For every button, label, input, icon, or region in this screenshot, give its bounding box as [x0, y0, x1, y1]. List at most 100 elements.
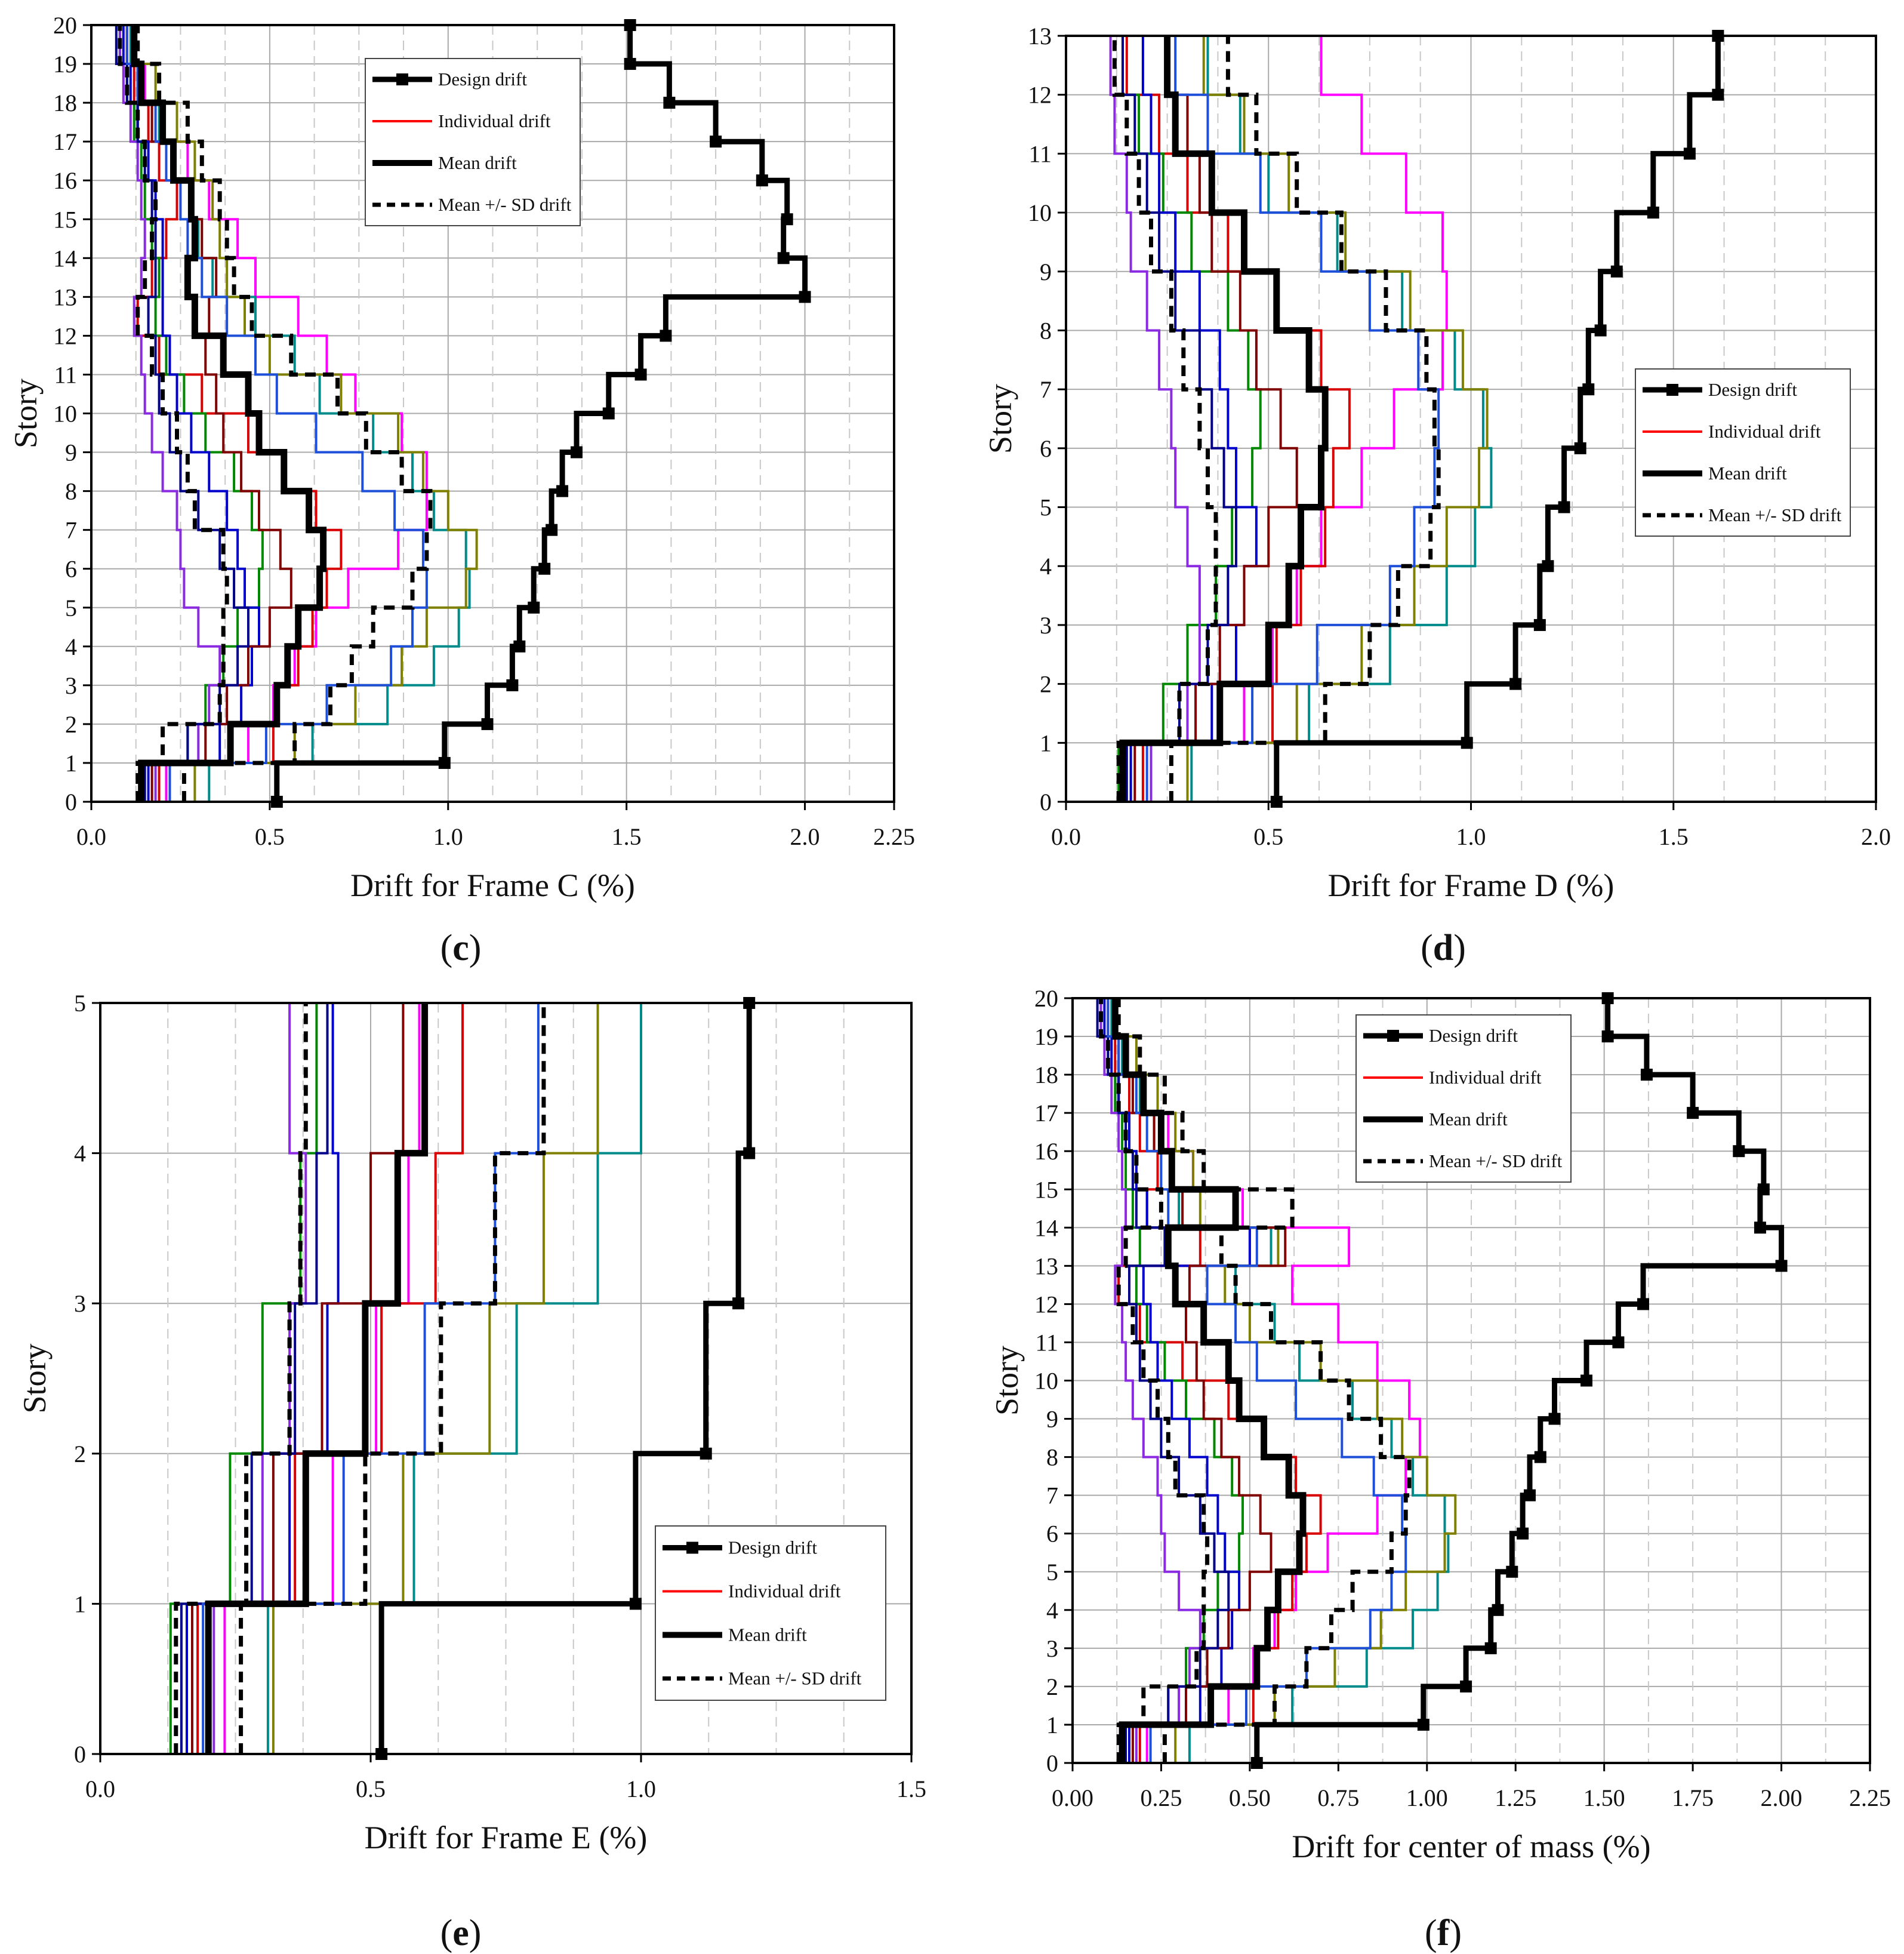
- y-tick-label: 19: [1034, 1023, 1058, 1050]
- x-tick-label: 0.5: [255, 823, 285, 850]
- series-mean-plus-sd: [239, 1003, 546, 1754]
- y-tick-label: 16: [53, 167, 77, 194]
- design-drift-marker: [743, 1147, 756, 1159]
- series-individual-drift: [1107, 998, 1322, 1763]
- design-drift-marker: [1594, 324, 1607, 337]
- y-tick-label: 9: [1040, 259, 1052, 285]
- x-axis-title: Drift for center of mass (%): [1292, 1829, 1650, 1864]
- chart-panel-e: 0 1 2 3 4 5 0.0 0.5 1.0 1.5 Drift for Frame E (%) S…: [17, 990, 926, 1953]
- x-tick-label: 0.75: [1317, 1784, 1359, 1811]
- x-tick-label: 0.00: [1052, 1784, 1093, 1811]
- design-drift-marker: [1582, 383, 1595, 396]
- y-axis-title: Story: [989, 1346, 1025, 1416]
- y-tick-label: 19: [53, 51, 77, 78]
- design-drift-marker: [1647, 207, 1659, 219]
- design-drift-marker: [506, 679, 519, 691]
- legend-entry-label: Mean +/- SD drift: [438, 194, 572, 215]
- legend: Design drift Individual drift Mean drift Me…: [1635, 368, 1851, 537]
- series-individual-drift: [118, 25, 221, 802]
- design-drift-marker: [1757, 1183, 1770, 1196]
- legend-entry-label: Design drift: [438, 69, 527, 90]
- design-drift-marker: [1754, 1221, 1766, 1234]
- x-tick-label: 0.0: [76, 823, 106, 850]
- x-tick-label: 1.0: [1456, 823, 1486, 850]
- y-tick-label: 8: [1046, 1444, 1058, 1471]
- legend-entry-label: Design drift: [728, 1537, 817, 1558]
- y-tick-label: 8: [1040, 317, 1052, 344]
- x-tick-label: 1.25: [1495, 1784, 1536, 1811]
- y-tick-label: 2: [65, 711, 77, 738]
- x-tick-label: 1.0: [626, 1775, 656, 1802]
- legend-entry-label: Mean +/- SD drift: [728, 1668, 862, 1689]
- design-drift-marker: [777, 252, 790, 264]
- y-tick-label: 15: [53, 206, 77, 233]
- x-tick-label: 1.75: [1672, 1784, 1714, 1811]
- series-individual-drift: [125, 25, 428, 802]
- y-tick-label: 3: [74, 1290, 86, 1317]
- design-drift-marker: [1612, 1336, 1625, 1349]
- series-individual-drift: [115, 25, 249, 802]
- x-tick-label: 2.25: [873, 823, 915, 850]
- series-individual-drift: [1103, 998, 1251, 1763]
- design-drift-marker: [570, 446, 583, 459]
- design-drift-marker: [1712, 88, 1724, 101]
- series-individual-drift: [1145, 36, 1440, 802]
- design-drift-marker: [1687, 1107, 1699, 1119]
- x-tick-label: 0.50: [1229, 1784, 1271, 1811]
- y-tick-label: 12: [1034, 1291, 1058, 1318]
- x-axis-title: Drift for Frame C (%): [350, 867, 635, 903]
- x-tick-label: 1.5: [612, 823, 642, 850]
- design-drift-marker: [1574, 442, 1586, 454]
- design-drift-marker: [1460, 1680, 1472, 1693]
- design-drift-marker: [481, 718, 494, 730]
- y-tick-label: 6: [1046, 1521, 1058, 1547]
- legend-entry-label: Mean +/- SD drift: [1429, 1150, 1563, 1171]
- series-mean-plus-sd: [135, 25, 433, 802]
- series-individual-drift: [1125, 36, 1351, 802]
- series-individual-drift: [1114, 998, 1421, 1763]
- y-tick-label: 5: [1046, 1559, 1058, 1586]
- design-drift-marker: [546, 524, 558, 536]
- y-tick-label: 6: [1040, 435, 1052, 462]
- y-axis-title: Story: [982, 384, 1018, 454]
- x-tick-label: 0.25: [1140, 1784, 1182, 1811]
- panel-label: (d): [1421, 928, 1466, 968]
- series-individual-drift: [1133, 36, 1298, 802]
- design-drift-marker: [1542, 560, 1554, 573]
- y-tick-label: 2: [1046, 1673, 1058, 1700]
- legend-marker: [1387, 1030, 1399, 1042]
- y-tick-label: 17: [53, 128, 77, 155]
- y-tick-label: 14: [53, 245, 77, 272]
- design-drift-marker: [1775, 1260, 1788, 1272]
- y-tick-label: 11: [1028, 140, 1052, 167]
- y-tick-label: 11: [54, 361, 77, 388]
- series-mean-minus-sd: [1112, 36, 1218, 802]
- y-tick-label: 5: [74, 990, 86, 1017]
- x-tick-label: 0.0: [1051, 823, 1081, 850]
- series-mean-drift: [1111, 998, 1307, 1763]
- series-mean-drift: [131, 25, 327, 802]
- y-tick-label: 5: [1040, 494, 1052, 521]
- design-drift-marker: [710, 136, 722, 148]
- y-tick-label: 20: [1034, 985, 1058, 1012]
- design-drift-marker: [629, 1598, 642, 1610]
- y-tick-label: 12: [53, 322, 77, 349]
- y-tick-label: 11: [1035, 1329, 1058, 1356]
- design-drift-marker: [663, 97, 676, 109]
- y-tick-label: 14: [1034, 1214, 1058, 1241]
- y-tick-label: 9: [65, 439, 77, 466]
- series-individual-drift: [122, 25, 260, 802]
- x-tick-label: 0.0: [85, 1775, 115, 1802]
- legend-entry-label: Individual drift: [1429, 1067, 1542, 1088]
- y-tick-label: 18: [53, 90, 77, 116]
- design-drift-marker: [700, 1447, 712, 1460]
- y-tick-label: 10: [53, 401, 77, 427]
- y-axis-title: Story: [8, 379, 44, 448]
- legend-entry-label: Individual drift: [728, 1581, 841, 1602]
- x-tick-label: 0.5: [1253, 823, 1283, 850]
- panel-label: (f): [1425, 1913, 1462, 1953]
- series-individual-drift: [212, 1003, 307, 1754]
- design-drift-marker: [528, 601, 540, 614]
- design-drift-marker: [781, 213, 793, 226]
